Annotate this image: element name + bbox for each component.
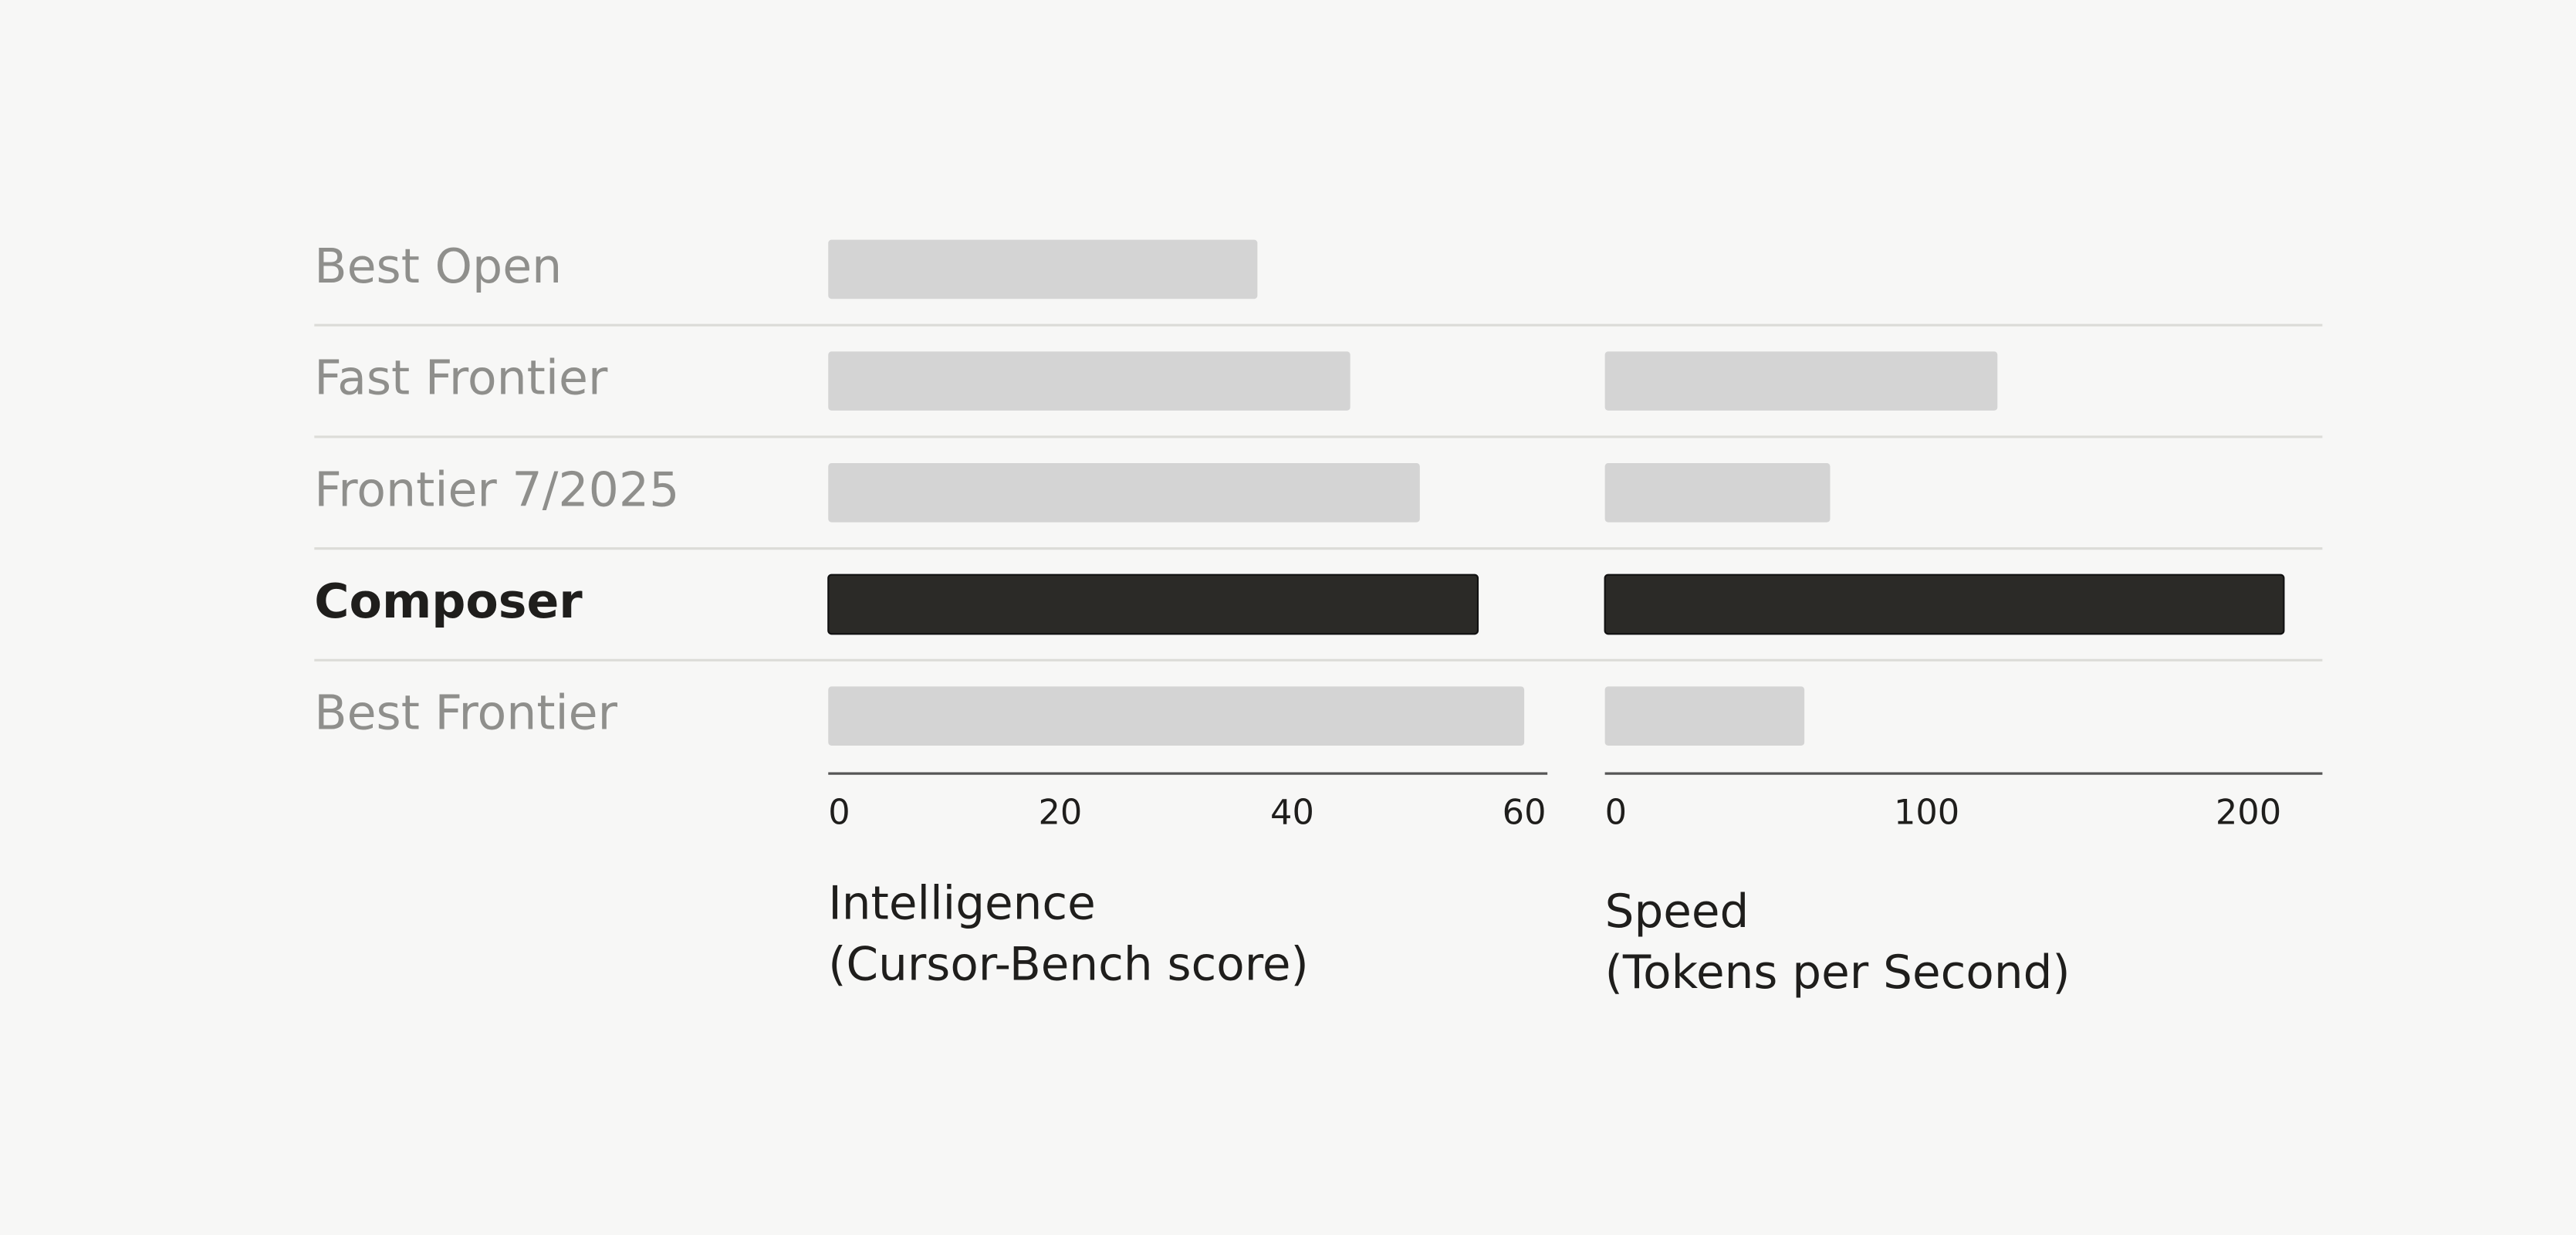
bar <box>1604 351 1998 411</box>
axis-title: (Cursor-Bench score) <box>828 938 1309 991</box>
bar <box>1604 463 1831 523</box>
bar <box>827 574 1479 635</box>
axis-title: (Tokens per Second) <box>1605 946 2071 1000</box>
x-tick-label: 40 <box>1270 792 1314 832</box>
category-label: Best Frontier <box>314 685 617 741</box>
bar <box>828 463 1420 523</box>
bar <box>1604 574 2285 635</box>
x-tick-label: 20 <box>1038 792 1082 832</box>
bar <box>1604 686 1805 746</box>
x-tick-label: 100 <box>1894 792 1959 832</box>
category-label: Fast Frontier <box>314 350 608 406</box>
x-tick-label: 200 <box>2216 792 2281 832</box>
bar <box>828 351 1351 411</box>
axis-title: Intelligence <box>828 878 1096 931</box>
axis-title: Speed <box>1605 885 1749 939</box>
category-label: Frontier 7/2025 <box>314 462 679 517</box>
category-label: Best Open <box>314 239 562 294</box>
x-tick-label: 0 <box>828 792 850 832</box>
bar <box>828 686 1525 746</box>
category-label: Composer <box>314 574 583 629</box>
bar <box>828 239 1258 299</box>
x-tick-label: 0 <box>1605 792 1627 832</box>
x-tick-label: 60 <box>1503 792 1547 832</box>
